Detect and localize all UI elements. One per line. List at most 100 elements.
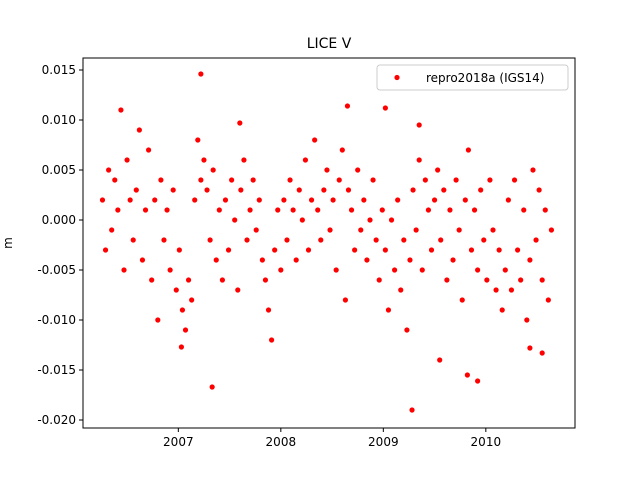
legend-box (376, 64, 569, 91)
point (290, 207, 296, 213)
point (401, 237, 407, 243)
point (229, 177, 235, 183)
point (345, 187, 352, 193)
point (508, 287, 515, 293)
chart-title: LICE V (307, 36, 352, 52)
point (106, 167, 112, 173)
point (178, 344, 184, 350)
point (216, 207, 222, 213)
y-axis-label: m (1, 237, 15, 249)
point (361, 197, 367, 203)
point (416, 157, 422, 163)
point (244, 237, 250, 243)
point (490, 227, 496, 233)
point (438, 237, 444, 243)
point (437, 357, 443, 363)
point (139, 257, 146, 263)
point (379, 207, 385, 213)
point (269, 337, 275, 343)
point (164, 207, 170, 213)
point (539, 350, 545, 356)
point (170, 187, 176, 193)
point (413, 227, 419, 233)
point (330, 197, 336, 203)
point (237, 120, 243, 126)
y-tick-label: 0.015 (42, 63, 76, 77)
point (428, 247, 435, 253)
point (275, 207, 281, 213)
point (192, 197, 198, 203)
point (441, 187, 447, 193)
point (109, 227, 115, 233)
point (238, 187, 244, 193)
point (459, 297, 465, 303)
point (352, 247, 358, 253)
point (435, 167, 441, 173)
point (505, 197, 511, 203)
point (321, 187, 327, 193)
point (235, 287, 241, 293)
y-tick-label: 0.010 (42, 113, 76, 127)
y-tick-label: -0.020 (37, 413, 76, 427)
point (299, 217, 305, 223)
point (149, 277, 155, 283)
point (308, 197, 315, 203)
x-tick-label: 2008 (266, 435, 297, 449)
y-tick-label: 0.000 (42, 213, 76, 227)
point (112, 177, 118, 183)
point (333, 267, 339, 273)
point (450, 257, 456, 263)
point (367, 217, 373, 223)
point (198, 71, 204, 77)
point (410, 187, 416, 193)
point (167, 267, 173, 273)
point (284, 237, 290, 243)
point (471, 207, 478, 213)
point (201, 157, 207, 163)
point (241, 157, 247, 163)
point (339, 147, 345, 153)
point (527, 345, 533, 351)
point (527, 257, 533, 263)
point (189, 297, 195, 303)
point (302, 157, 309, 163)
point (225, 247, 232, 253)
point (468, 247, 475, 253)
point (247, 207, 253, 213)
point (327, 227, 333, 233)
point (142, 207, 149, 213)
point (530, 167, 536, 173)
point (204, 187, 210, 193)
point (548, 227, 555, 233)
point (118, 107, 124, 113)
point (195, 137, 201, 143)
point (355, 167, 361, 173)
point (161, 237, 167, 243)
x-tick-label: 2010 (471, 435, 502, 449)
point (373, 237, 379, 243)
point (185, 277, 192, 283)
point (444, 277, 450, 283)
point (404, 327, 410, 333)
point (542, 207, 548, 213)
point (152, 197, 158, 203)
point (521, 207, 527, 213)
point (392, 267, 398, 273)
point (499, 307, 505, 313)
point (318, 237, 324, 243)
point (296, 187, 302, 193)
point (155, 317, 161, 323)
legend-label: repro2018a (IGS14) (426, 71, 544, 85)
point (272, 247, 278, 253)
point (293, 257, 299, 263)
point (348, 207, 355, 213)
legend-marker (394, 74, 400, 81)
point (382, 105, 388, 111)
point (464, 372, 470, 378)
point (465, 147, 471, 153)
point (209, 384, 215, 390)
point (407, 257, 413, 263)
point (456, 227, 462, 233)
point (344, 103, 351, 109)
